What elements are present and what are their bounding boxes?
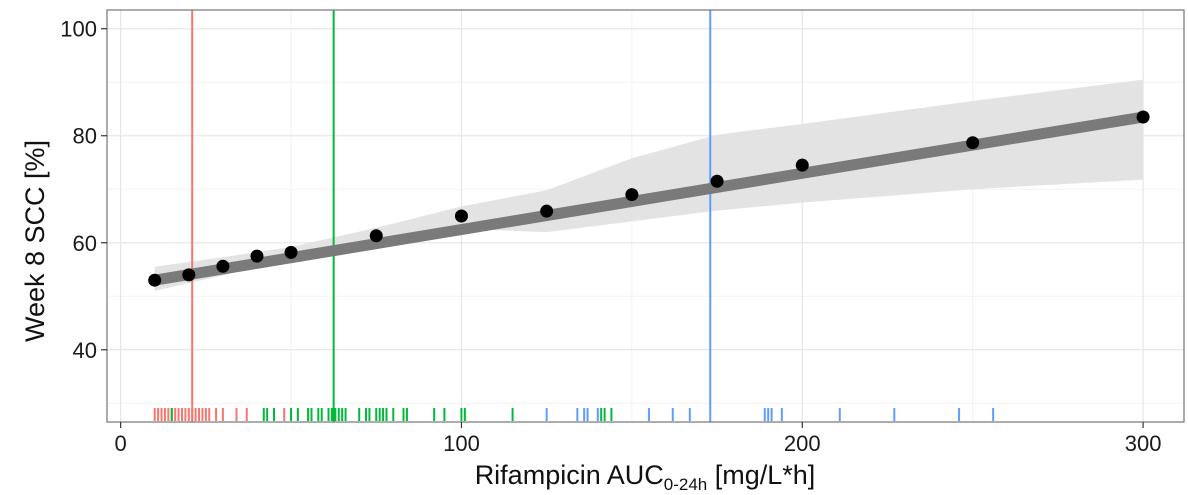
y-tick-label: 80 (73, 124, 97, 149)
x-tick-label: 300 (1125, 431, 1162, 456)
x-tick-label: 100 (443, 431, 480, 456)
x-axis-title-subscript: 0-24h (664, 475, 707, 494)
data-points (148, 110, 1150, 287)
x-tick-label: 200 (784, 431, 821, 456)
data-point (216, 259, 230, 273)
data-point (795, 158, 809, 172)
y-axis-title: Week 8 SCC [%] (20, 140, 50, 342)
data-point (369, 229, 383, 243)
x-axis-title-suffix: [mg/L*h] (707, 460, 815, 490)
data-point (1136, 110, 1150, 124)
data-point (250, 249, 264, 263)
panel-border (106, 9, 1185, 423)
panel-border-rect (106, 9, 1185, 423)
data-point (625, 188, 639, 202)
axes: 40 60 80 100 0 100 200 300 (60, 17, 1161, 456)
y-tick-label: 100 (60, 17, 97, 42)
y-tick-label: 60 (73, 231, 97, 256)
data-point (182, 268, 196, 282)
data-point (540, 204, 554, 218)
data-point (710, 174, 724, 188)
x-axis-title-main: Rifampicin AUC (475, 460, 664, 490)
reference-lines (191, 10, 712, 422)
x-axis-title: Rifampicin AUC0-24h [mg/L*h] (475, 460, 816, 494)
data-point (284, 245, 298, 259)
data-point (966, 136, 980, 150)
x-tick-label: 0 (115, 431, 127, 456)
rug-marks (153, 408, 995, 421)
data-point (454, 209, 468, 223)
y-tick-label: 40 (73, 338, 97, 363)
data-point (148, 273, 162, 287)
